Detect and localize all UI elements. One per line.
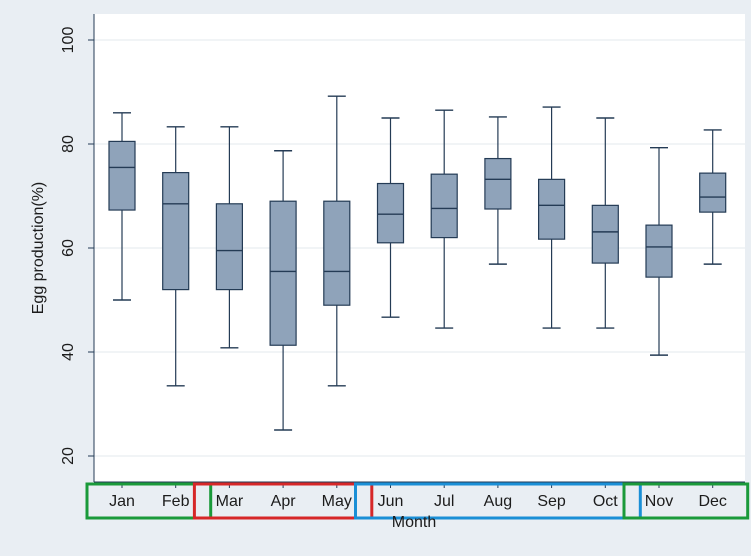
x-tick-label-oct: Oct <box>593 493 618 510</box>
y-axis-title: Egg production(%) <box>30 182 47 315</box>
x-tick-label-may: May <box>322 493 352 510</box>
box-nov <box>645 146 673 356</box>
box-apr <box>269 150 297 431</box>
box-mar <box>215 126 243 349</box>
group-frame-2 <box>192 482 374 520</box>
x-tick-label-jul: Jul <box>434 493 454 510</box>
group-frame-4 <box>622 482 750 520</box>
iqr-box <box>699 172 727 213</box>
iqr-box <box>591 204 619 264</box>
x-axis-title: Month <box>392 514 436 531</box>
x-tick-label-aug: Aug <box>484 493 512 510</box>
box-feb <box>162 126 190 387</box>
y-tick-label-80: 80 <box>60 135 77 153</box>
y-tick-label-40: 40 <box>60 343 77 361</box>
box-dec <box>699 129 727 265</box>
box-jul <box>430 109 458 329</box>
boxes <box>108 95 727 431</box>
box-aug <box>484 116 512 265</box>
x-tick-label-dec: Dec <box>698 493 726 510</box>
x-tick-label-jan: Jan <box>109 493 135 510</box>
iqr-box <box>162 172 190 291</box>
x-tick-label-apr: Apr <box>271 493 297 510</box>
x-tick-label-feb: Feb <box>162 493 190 510</box>
box-oct <box>591 117 619 329</box>
box-may <box>323 95 351 387</box>
iqr-box <box>108 140 136 211</box>
y-axis: 20 40 60 80 100 <box>60 14 95 482</box>
group-frame-3 <box>354 482 642 520</box>
y-tick-label-20: 20 <box>60 447 77 465</box>
x-tick-label-nov: Nov <box>645 493 673 510</box>
iqr-box <box>269 200 297 346</box>
x-tick-label-sep: Sep <box>537 493 566 510</box>
group-frame-1 <box>85 482 213 520</box>
month-group-frames <box>85 482 750 520</box>
box-sep <box>537 106 566 329</box>
y-tick-label-100: 100 <box>60 27 77 54</box>
iqr-box <box>537 178 566 240</box>
y-tick-label-60: 60 <box>60 239 77 257</box>
box-jan <box>108 112 136 301</box>
iqr-box <box>376 182 405 244</box>
iqr-box <box>645 224 673 278</box>
iqr-box <box>323 200 351 306</box>
grid-lines <box>94 39 745 457</box>
iqr-box <box>484 157 512 210</box>
iqr-box <box>215 203 243 291</box>
x-tick-label-mar: Mar <box>216 493 244 510</box>
x-tick-labels: Jan Feb Mar Apr May Jun Jul Aug Sep Oct Nov Dec <box>109 493 727 510</box>
iqr-box <box>430 173 458 239</box>
x-tick-label-jun: Jun <box>378 493 404 510</box>
box-jun <box>376 117 405 318</box>
